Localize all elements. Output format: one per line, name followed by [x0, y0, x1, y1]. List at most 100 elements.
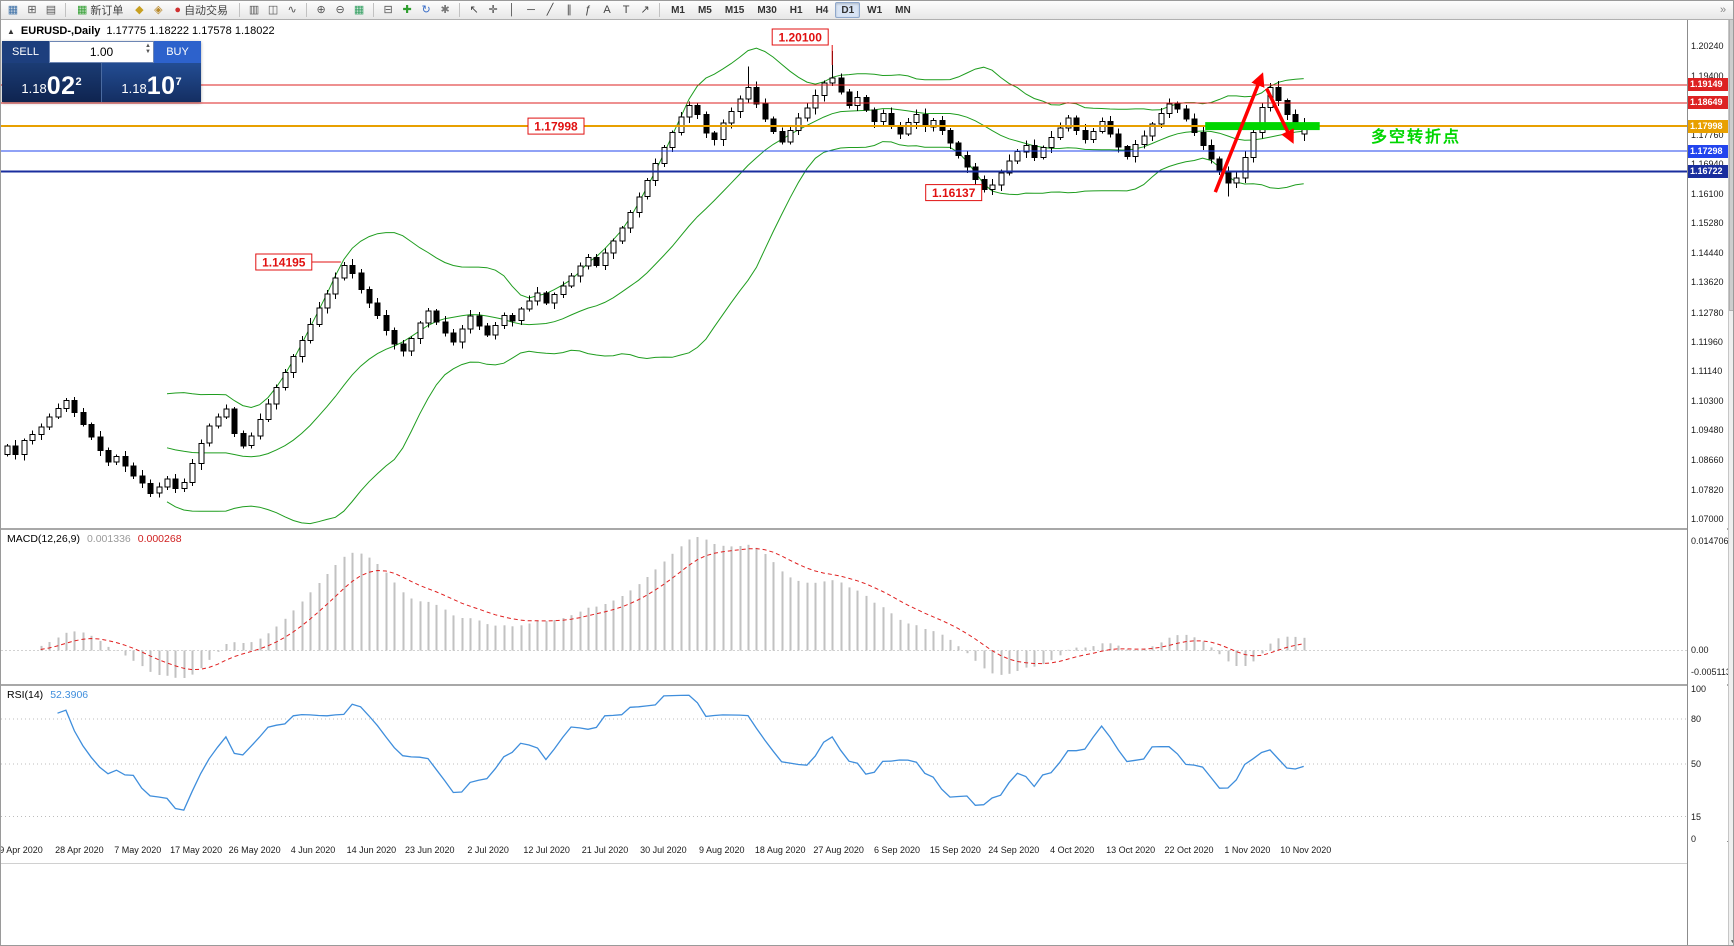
chart-properties-icon[interactable]: ✱: [436, 2, 454, 18]
volume-input[interactable]: [66, 45, 137, 59]
toolbar-separator: [459, 3, 461, 17]
rsi-line: [57, 694, 1304, 811]
timeframe-h1-label: H1: [789, 4, 803, 16]
zoom-out-button[interactable]: ⊖: [331, 2, 349, 18]
autotrading-button-glyph: ●: [174, 3, 182, 16]
timeframe-h1[interactable]: H1: [784, 2, 809, 18]
bar-chart-icon[interactable]: ▥: [245, 2, 263, 18]
price-axis-tick: 1.11140: [1691, 366, 1723, 377]
new-chart-button[interactable]: ⊞: [23, 2, 41, 18]
metaeditor-icon[interactable]: ◆: [130, 2, 148, 18]
chart-window-icon[interactable]: ▦: [4, 2, 22, 18]
toolbar-overflow-icon[interactable]: »: [1714, 2, 1732, 18]
tile-windows-icon[interactable]: ⊟: [379, 2, 397, 18]
indicators-button[interactable]: ✚: [398, 2, 416, 18]
label-icon[interactable]: T: [617, 2, 635, 18]
rsi-pane-separator[interactable]: [1, 684, 1733, 686]
trendline-icon-glyph: ╱: [546, 3, 554, 16]
volume-up-icon[interactable]: ▲: [145, 43, 151, 49]
horizontal-line-icon[interactable]: ─: [522, 2, 540, 18]
price-label-box-1.17998[interactable]: [527, 117, 585, 135]
symbol-name: EURUSD-,Daily: [20, 25, 101, 37]
new-order-button[interactable]: ▦ 新订单: [71, 2, 129, 18]
macd-title: MACD(12,26,9): [7, 533, 80, 545]
date-axis-label: 30 Jul 2020: [640, 845, 687, 855]
date-axis-label: 4 Jun 2020: [290, 845, 336, 855]
chart-window-icon-glyph: ▦: [7, 3, 19, 16]
timeframe-w1[interactable]: W1: [861, 2, 888, 18]
navigator-icon[interactable]: ↻: [417, 2, 435, 18]
macd-layer: [1, 537, 1687, 678]
price-label-text: 1.17998: [534, 120, 578, 134]
cursor-icon[interactable]: ↖: [465, 2, 483, 18]
green-zone-annotation[interactable]: [1205, 122, 1320, 131]
buy-price[interactable]: 1.18 10 7: [102, 63, 201, 102]
fibonacci-icon-glyph: ƒ: [585, 3, 592, 16]
price-axis-tick: 1.17760: [1691, 129, 1724, 140]
scrollbar-thumb[interactable]: [1729, 11, 1733, 311]
rsi-axis-label: 80: [1691, 714, 1702, 724]
trend-arrow-annotation-1[interactable]: [1213, 72, 1265, 193]
price-label-box-1.16137[interactable]: [925, 184, 983, 202]
toolbar-separator: [659, 3, 661, 17]
macd-signal-value: 0.000268: [137, 533, 182, 545]
channel-icon-glyph: ∥: [566, 3, 572, 16]
buy-button[interactable]: BUY: [154, 41, 201, 63]
candlestick-chart-icon[interactable]: ◫: [264, 2, 282, 18]
price-axis-tick: 1.16940: [1691, 158, 1724, 169]
vertical-line-icon[interactable]: │: [503, 2, 521, 18]
rsi-axis-label: 0: [1691, 834, 1697, 844]
chart-symbol-label: ▲ EURUSD-,Daily 1.17775 1.18222 1.17578 …: [7, 25, 275, 37]
price-axis[interactable]: 1.20240 1.19400 1.17760 1.16940 1.16100 1.152…: [1687, 1, 1733, 945]
arrow-tool-icon-glyph: ↗: [640, 3, 650, 16]
price-axis-tick: 1.09480: [1691, 425, 1724, 436]
timeframe-m1[interactable]: M1: [665, 2, 691, 18]
sell-price[interactable]: 1.18 02 2: [2, 63, 101, 102]
bar-chart-icon-glyph: ▥: [248, 3, 260, 16]
profiles-button[interactable]: ▤: [42, 2, 60, 18]
price-tag-1.19149: 1.19149: [1688, 78, 1728, 92]
timeframe-mn[interactable]: MN: [889, 2, 917, 18]
toolbar-separator: [306, 3, 308, 17]
sell-button[interactable]: SELL: [2, 41, 49, 63]
chart-canvas[interactable]: 1.20100 1.17998 1.16137 1.14195 多空转折点: [1, 1, 1687, 946]
arrow-tool-icon[interactable]: ↗: [636, 2, 654, 18]
timeframe-d1[interactable]: D1: [835, 2, 861, 18]
toolbar-overflow-icon-glyph: »: [1719, 3, 1727, 16]
autotrading-button[interactable]: ● 自动交易: [168, 2, 234, 18]
scroll-down-icon[interactable]: ▼: [1729, 938, 1733, 945]
price-axis-tick: 1.19400: [1691, 71, 1724, 81]
vertical-line-icon-glyph: │: [508, 3, 516, 16]
navigator-icon-glyph: ↻: [421, 3, 431, 16]
price-label-box-1.20100[interactable]: [771, 28, 829, 46]
timeframe-m15[interactable]: M15: [719, 2, 750, 18]
vertical-scrollbar[interactable]: ▲ ▼: [1728, 1, 1733, 945]
date-axis-label: 10 Nov 2020: [1280, 845, 1332, 855]
zoom-out-button-glyph: ⊖: [335, 3, 345, 16]
timeframe-m1-label: M1: [671, 4, 685, 16]
timeframe-m5[interactable]: M5: [692, 2, 718, 18]
line-chart-icon-glyph: ∿: [287, 3, 297, 16]
price-label-box-1.14195[interactable]: [255, 253, 313, 271]
crosshair-icon[interactable]: ✛: [484, 2, 502, 18]
timeframe-h4[interactable]: H4: [810, 2, 835, 18]
channel-icon[interactable]: ∥: [560, 2, 578, 18]
text-icon[interactable]: A: [598, 2, 616, 18]
date-axis-label: 28 Apr 2020: [55, 845, 104, 855]
date-axis[interactable]: 9 Apr 2020 28 Apr 2020 7 May 2020 17 May 20…: [1, 841, 1687, 863]
volume-down-icon[interactable]: ▼: [145, 49, 151, 55]
timeframe-m30[interactable]: M30: [751, 2, 782, 18]
chart-marker-icon: ▲: [7, 26, 15, 36]
trend-arrow-annotation-2[interactable]: [1265, 87, 1294, 144]
fibonacci-icon[interactable]: ƒ: [579, 2, 597, 18]
zoom-in-button[interactable]: ⊕: [312, 2, 330, 18]
market-watch-icon[interactable]: ◈: [149, 2, 167, 18]
grid-icon[interactable]: ▦: [350, 2, 368, 18]
trendline-icon[interactable]: ╱: [541, 2, 559, 18]
macd-pane-separator[interactable]: [1, 528, 1733, 530]
price-label-text: 1.14195: [262, 256, 306, 270]
sell-price-sup: 2: [75, 76, 82, 88]
sell-price-main: 02: [46, 71, 76, 100]
line-chart-icon[interactable]: ∿: [283, 2, 301, 18]
